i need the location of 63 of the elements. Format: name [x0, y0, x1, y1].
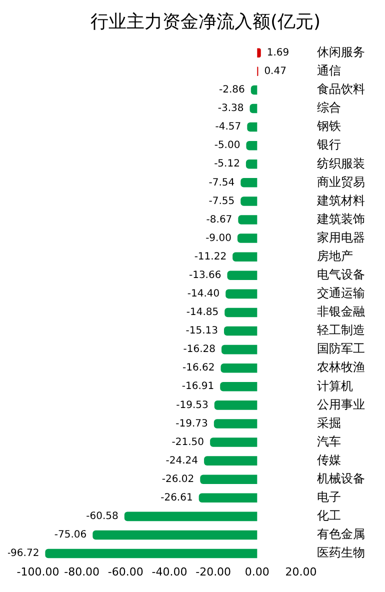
y-tick-label: 电子 [317, 490, 341, 504]
data-label: -5.12 [214, 158, 240, 170]
y-tick-label: 银行 [316, 138, 341, 152]
data-label: -7.54 [208, 177, 235, 188]
x-tick-label: 20.00 [285, 565, 317, 578]
y-tick-label: 采掘 [317, 416, 341, 430]
data-label: -7.55 [208, 196, 235, 207]
y-tick-label: 家用电器 [317, 230, 365, 244]
data-label: -19.53 [176, 400, 208, 411]
y-tick-label: 纺织服装 [317, 156, 365, 170]
data-label: -14.40 [187, 288, 220, 300]
y-tick-label: 建筑材料 [316, 193, 365, 208]
data-label: -9.00 [206, 232, 232, 244]
data-label: -16.28 [183, 344, 216, 356]
chart-title: 行业主力资金净流入额(亿元) [90, 11, 321, 32]
y-tick-label: 房地产 [317, 248, 353, 263]
y-tick-label: 综合 [317, 100, 341, 115]
x-tick-label: 0.00 [244, 565, 270, 578]
x-tick-label: -80.00 [64, 565, 100, 578]
x-tick-label: -20.00 [196, 565, 232, 578]
data-label: -4.57 [215, 122, 242, 133]
y-tick-label: 休闲服务 [317, 44, 365, 59]
data-label: -13.66 [188, 270, 222, 281]
x-tick-label: -40.00 [152, 565, 188, 578]
data-label: -75.06 [54, 530, 87, 541]
data-label: -2.86 [219, 84, 245, 96]
y-tick-label: 交通运输 [317, 286, 365, 300]
data-label: -8.67 [206, 214, 232, 226]
data-label: -5.00 [214, 140, 240, 152]
data-label: -26.02 [162, 474, 194, 485]
y-tick-label: 轻工制造 [317, 323, 365, 338]
y-tick-label: 国防军工 [317, 342, 365, 356]
data-label: -3.38 [218, 103, 244, 114]
data-label: 1.69 [266, 47, 290, 58]
data-label: -15.13 [186, 326, 218, 337]
y-tick-label: 机械设备 [317, 471, 365, 486]
y-tick-label: 医药生物 [317, 546, 365, 560]
y-tick-label: 汽车 [317, 434, 341, 448]
data-label: -16.62 [182, 362, 215, 374]
y-tick-label: 公用事业 [317, 397, 365, 412]
y-tick-label: 计算机 [317, 378, 353, 393]
data-label: -11.22 [194, 251, 227, 262]
data-label: 0.47 [264, 66, 286, 78]
data-label: -14.85 [186, 307, 219, 318]
y-tick-label: 通信 [317, 64, 341, 78]
data-label: -24.24 [166, 455, 198, 466]
y-tick-label: 电气设备 [317, 268, 365, 282]
data-label: -19.73 [176, 418, 208, 430]
y-tick-label: 钢铁 [316, 119, 341, 134]
data-label: -21.50 [172, 436, 204, 448]
data-label: -16.91 [182, 381, 214, 392]
y-tick-label: 农林牧渔 [317, 360, 365, 374]
y-tick-label: 传媒 [317, 452, 341, 467]
y-tick-label: 建筑装饰 [316, 212, 365, 226]
x-tick-label: -60.00 [108, 565, 144, 578]
data-label: -60.58 [86, 511, 118, 522]
y-tick-label: 商业贸易 [317, 174, 365, 189]
y-tick-label: 有色金属 [317, 527, 365, 542]
y-tick-label: 食品饮料 [317, 82, 365, 96]
data-label: -26.61 [160, 492, 193, 504]
y-tick-label: 化工 [317, 508, 341, 523]
x-tick-label: -100.00 [16, 565, 60, 578]
y-tick-label: 非银金融 [317, 304, 365, 319]
